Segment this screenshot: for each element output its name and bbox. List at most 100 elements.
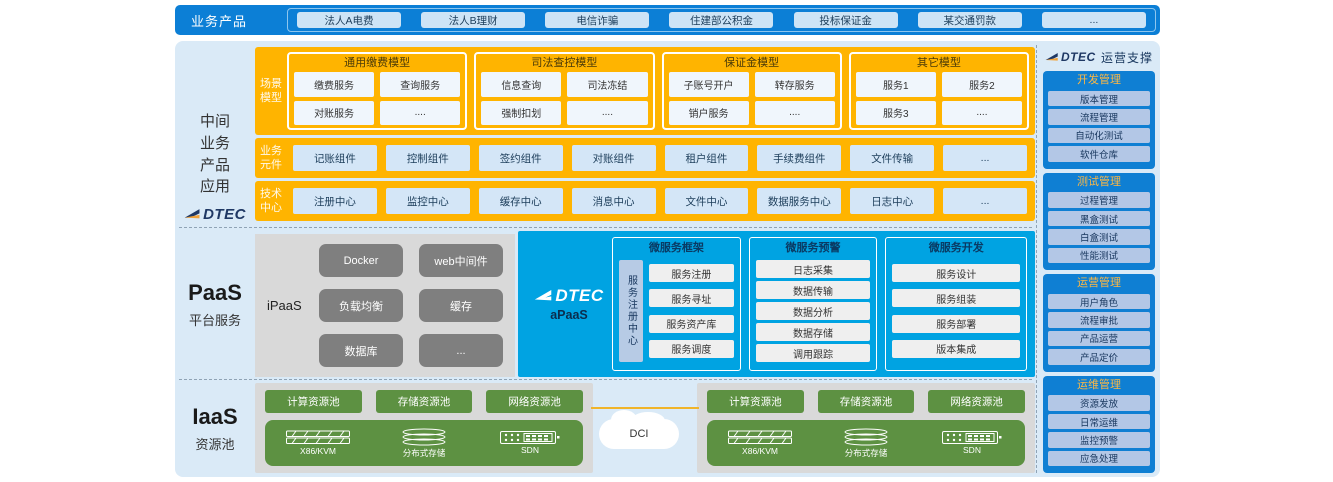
service-button[interactable]: 强制扣划 (481, 100, 562, 125)
service-button-more[interactable]: .... (380, 100, 461, 125)
component-button[interactable]: 控制组件 (385, 145, 470, 171)
service-button[interactable]: 服务1 (855, 72, 936, 97)
tech-center-button[interactable]: 日志中心 (850, 188, 935, 214)
service-button[interactable]: 缴费服务 (294, 72, 375, 97)
microservice-button[interactable]: 服务设计 (892, 264, 1020, 283)
ops-item[interactable]: 版本管理 (1048, 90, 1150, 107)
service-button[interactable]: 司法冻结 (567, 72, 648, 97)
microservice-button[interactable]: 服务注册 (649, 264, 734, 283)
microservice-button[interactable]: 服务寻址 (649, 289, 734, 308)
dci-zone: DCI (591, 383, 699, 473)
microservice-button[interactable]: 版本集成 (892, 339, 1020, 358)
microservice-button[interactable]: 调用跟踪 (755, 344, 871, 362)
ops-block-title: 开发管理 (1077, 74, 1121, 86)
ops-item[interactable]: 软件仓库 (1048, 146, 1150, 162)
product-button[interactable]: 法人B理财 (421, 12, 526, 28)
tech-center-button[interactable]: 注册中心 (293, 188, 377, 214)
ipaas-button[interactable]: 负载均衡 (319, 289, 403, 322)
business-products-label: 业务产品 (191, 13, 248, 29)
apaas-box: DTEC aPaaS 微服务框架 服务注册中心 服务注册 服务寻址 服务资产库 (518, 231, 1035, 377)
dtec-logo-text: DTEC (1061, 50, 1096, 64)
ops-item[interactable]: 产品运营 (1048, 330, 1150, 347)
network-pool-button[interactable]: 网络资源池 (486, 390, 584, 413)
tech-center-button[interactable]: 数据服务中心 (757, 188, 842, 214)
microservice-button[interactable]: 服务调度 (649, 339, 734, 358)
service-button[interactable]: 子账号开户 (668, 72, 749, 97)
tech-center-button[interactable]: 文件中心 (664, 188, 749, 214)
scene-model-label: 场景模型 (260, 77, 282, 104)
ops-block-title: 运维管理 (1077, 378, 1121, 391)
ops-item[interactable]: 过程管理 (1048, 192, 1150, 208)
ops-item[interactable]: 流程审批 (1048, 312, 1150, 328)
service-button[interactable]: 服务2 (941, 72, 1022, 97)
component-button-more[interactable]: ... (943, 145, 1027, 171)
service-button[interactable]: 转存服务 (754, 72, 835, 97)
main-panel: 中间业务产品应用 DTEC 场景模型 通用缴费模型 缴费服务 查询服 (175, 41, 1160, 477)
tech-center-button[interactable]: 消息中心 (571, 188, 656, 214)
ops-item[interactable]: 性能测试 (1048, 247, 1150, 264)
product-button[interactable]: 法人A电费 (297, 12, 401, 28)
storage-pool-button[interactable]: 存储资源池 (375, 390, 473, 413)
microservice-button[interactable]: 服务组装 (892, 289, 1020, 308)
service-button[interactable]: 销户服务 (668, 100, 749, 125)
ops-item[interactable]: 流程管理 (1048, 109, 1150, 125)
microservice-button[interactable]: 服务部署 (892, 314, 1020, 333)
product-button[interactable]: 住建部公积金 (669, 12, 774, 28)
product-button[interactable]: 投标保证金 (793, 12, 898, 28)
hw-label: 分布式存储 (402, 447, 446, 458)
product-button[interactable]: 电信诈骗 (545, 12, 650, 28)
disk-stack-icon (402, 428, 446, 445)
service-registry-center: 服务注册中心 (619, 260, 643, 362)
ops-item[interactable]: 用户角色 (1048, 293, 1150, 310)
component-button[interactable]: 租户组件 (664, 145, 749, 171)
service-button[interactable]: 查询服务 (380, 72, 461, 97)
tech-center-label: 技术中心 (260, 187, 282, 214)
scene-groups: 通用缴费模型 缴费服务 查询服务 对账服务 .... 司法查控模型 信 (285, 47, 1035, 135)
ipaas-button[interactable]: 缓存 (419, 289, 503, 322)
component-button[interactable]: 对账组件 (571, 145, 656, 171)
tech-center-button[interactable]: 监控中心 (385, 188, 470, 214)
dtec-logo-icon (1045, 52, 1058, 61)
service-button-more[interactable]: .... (941, 100, 1022, 125)
microservice-button[interactable]: 数据传输 (755, 281, 871, 299)
ops-item[interactable]: 日常运维 (1048, 413, 1150, 430)
ipaas-button[interactable]: 数据库 (319, 334, 403, 367)
ops-item[interactable]: 应急处理 (1048, 450, 1150, 467)
ops-item[interactable]: 黑盒测试 (1048, 210, 1150, 227)
paas-side: PaaS 平台服务 (175, 231, 255, 377)
product-button-more[interactable]: ... (1041, 12, 1146, 28)
microservice-button[interactable]: 服务资产库 (649, 314, 734, 333)
dtec-logo-text: DTEC (555, 286, 604, 305)
ipaas-button-more[interactable]: ... (419, 334, 503, 367)
tech-center-button-more[interactable]: ... (943, 188, 1027, 214)
ipaas-button[interactable]: Docker (319, 244, 403, 277)
compute-pool-button[interactable]: 计算资源池 (707, 390, 804, 413)
microservice-button[interactable]: 数据分析 (755, 302, 871, 320)
switch-icon (500, 431, 560, 444)
product-button[interactable]: 某交通罚款 (917, 12, 1022, 28)
tech-center-button[interactable]: 缓存中心 (478, 188, 563, 214)
service-button-more[interactable]: .... (567, 100, 648, 125)
microservice-button[interactable]: 日志采集 (755, 260, 871, 278)
service-button[interactable]: 服务3 (855, 100, 936, 125)
ipaas-button[interactable]: web中间件 (419, 244, 503, 277)
service-button[interactable]: 信息查询 (481, 72, 562, 97)
service-button-more[interactable]: .... (754, 100, 835, 125)
iaas-side: IaaS 资源池 (175, 383, 255, 473)
ops-item[interactable]: 监控预警 (1048, 432, 1150, 448)
hardware-bar: X86/KVM 分布式存储 SDN (265, 420, 583, 466)
storage-pool-button[interactable]: 存储资源池 (817, 390, 915, 413)
network-pool-button[interactable]: 网络资源池 (928, 390, 1026, 413)
compute-pool-button[interactable]: 计算资源池 (265, 390, 362, 413)
sidebar-divider (1036, 45, 1037, 473)
component-button[interactable]: 记账组件 (293, 145, 377, 171)
component-button[interactable]: 文件传输 (850, 145, 935, 171)
ops-item[interactable]: 白盒测试 (1048, 229, 1150, 245)
service-button[interactable]: 对账服务 (294, 100, 375, 125)
ops-item[interactable]: 资源发放 (1048, 395, 1150, 411)
component-button[interactable]: 手续费组件 (757, 145, 842, 171)
microservice-button[interactable]: 数据存储 (755, 323, 871, 341)
ops-item[interactable]: 自动化测试 (1048, 127, 1150, 144)
component-button[interactable]: 签约组件 (478, 145, 563, 171)
ops-item[interactable]: 产品定价 (1048, 349, 1150, 365)
